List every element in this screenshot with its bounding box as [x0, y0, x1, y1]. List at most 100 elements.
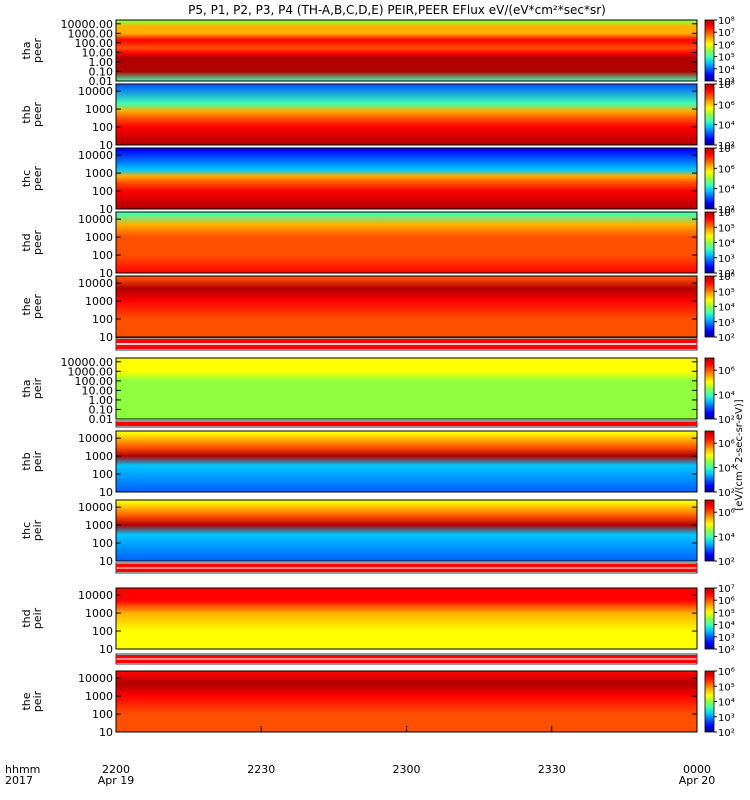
ytick-label: 10000	[78, 85, 113, 98]
ylabel-probe: tha	[20, 379, 33, 397]
ytick-label: 1000.00	[68, 27, 114, 40]
colorbar-thc-peer: 10⁸ 10⁶ 10⁴ 10²	[704, 144, 735, 216]
colorbar-tick-label: 10⁵	[718, 608, 735, 619]
panel-frame	[115, 211, 698, 274]
colorbar-the-peer: 10⁶ 10⁵ 10⁴ 10³ 10²	[704, 272, 735, 344]
colorbar-tick-label: 10⁶	[718, 508, 735, 519]
ytick-label: 100.00	[75, 37, 114, 50]
spectrogram-thd-peer	[116, 212, 697, 273]
colorbar-tick-label: 10⁴	[718, 533, 735, 544]
colorbar-tick-label: 10⁴	[718, 621, 735, 632]
colorbar-gradient	[704, 499, 715, 562]
ytick-label: 0.10	[89, 65, 114, 78]
panel-frame	[115, 19, 698, 82]
colorbar-tick-label: 10⁵	[718, 223, 735, 234]
colorbar-tick-label: 10⁴	[718, 698, 735, 709]
colorbar-units-label: [eV/(cm^2-sec-sr-eV)]	[734, 399, 745, 510]
colorbar-tick-label: 10⁴	[718, 121, 735, 132]
colorbar-tick-label: 10³	[718, 254, 735, 265]
panel-frame	[115, 357, 698, 420]
ytick-label: 10.00	[82, 46, 114, 59]
colorbar-tick-label: 10⁴	[718, 303, 735, 314]
panel-frame	[115, 499, 698, 562]
ylabel-species: peir	[31, 377, 44, 399]
spectrogram-thc-peir	[116, 500, 697, 561]
ytick-label: 1000	[85, 295, 113, 308]
colorbar-tick-label: 10⁵	[718, 53, 735, 64]
ytick-label: 10	[99, 486, 113, 499]
ytick-label: 1000	[85, 690, 113, 703]
colorbar-gradient	[704, 83, 715, 146]
xtick-label: 0000	[683, 763, 711, 776]
time-axis-label-hhmm: hhmm	[5, 763, 40, 776]
xtick-date: Apr 19	[98, 774, 135, 787]
colorbar-thb-peer: 10⁸ 10⁶ 10⁴ 10²	[704, 80, 735, 152]
ytick-label: 10000	[78, 589, 113, 602]
spectrogram-tha-peer	[116, 20, 697, 81]
colorbar-tick-label: 10⁶	[718, 272, 735, 283]
ylabel-probe: the	[20, 297, 33, 315]
ylabel-species: peer	[31, 166, 44, 192]
separator-red-stripe	[116, 568, 697, 572]
colorbar-gradient	[704, 587, 715, 650]
separator-red-stripe	[116, 422, 697, 425]
xtick-label: 2300	[393, 763, 421, 776]
separator-band	[115, 337, 698, 351]
colorbar-tick-label: 10³	[718, 713, 735, 724]
ylabel-probe: thb	[20, 452, 33, 470]
colorbar-tick-label: 10⁵	[718, 287, 735, 298]
ytick-label: 100	[92, 708, 113, 721]
colorbar-tick-label: 10²	[718, 333, 735, 344]
spectrogram-the-peer	[116, 276, 697, 337]
ytick-label: 1000	[85, 519, 113, 532]
colorbar-tick-label: 10⁴	[718, 185, 735, 196]
xtick-label: 2330	[538, 763, 566, 776]
ytick-label: 10000	[78, 432, 113, 445]
ylabel-species: peir	[31, 607, 44, 629]
ytick-label: 0.01	[89, 75, 114, 88]
colorbar-gradient	[704, 357, 715, 420]
panel-frame	[115, 83, 698, 146]
separator-red-stripe	[116, 344, 697, 349]
colorbar-tick-label: 10²	[718, 557, 735, 568]
colorbar-tick-label: 10⁴	[718, 464, 735, 475]
colorbar-tick-label: 10⁶	[718, 366, 735, 377]
colorbar-tick-label: 10⁷	[718, 28, 735, 39]
colorbar-tick-label: 10⁴	[718, 391, 735, 402]
ytick-label: 1.00	[89, 394, 114, 407]
ytick-label: 10	[99, 139, 113, 152]
colorbar-tick-label: 10⁶	[718, 164, 735, 175]
panel-frame	[115, 587, 698, 650]
colorbar-tick-label: 10⁸	[718, 16, 735, 27]
ytick-label: 10	[99, 203, 113, 216]
ylabel-probe: thd	[20, 233, 33, 251]
separator-band	[115, 653, 698, 665]
spectrogram-thb-peir	[116, 431, 697, 492]
ylabel-probe: thd	[20, 609, 33, 627]
ytick-label: 1000.00	[68, 365, 114, 378]
colorbar-thd-peer: 10⁶ 10⁵ 10⁴ 10³ 10²	[704, 208, 735, 280]
figure-title: P5, P1, P2, P3, P4 (TH-A,B,C,D,E) PEIR,P…	[188, 3, 606, 17]
spectrogram-the-peir	[116, 671, 697, 732]
ytick-label: 10000.00	[61, 356, 114, 369]
colorbar-tick-label: 10⁵	[718, 682, 735, 693]
colorbar-tick-label: 10²	[718, 645, 735, 656]
time-axis-label-year: 2017	[5, 774, 33, 787]
ytick-label: 100	[92, 313, 113, 326]
colorbar-tick-label: 10²	[718, 728, 735, 739]
ytick-label: 100	[92, 625, 113, 638]
colorbar-tick-label: 10⁷	[718, 584, 735, 595]
separator-red-stripe	[116, 423, 697, 426]
colorbar-tick-label: 10⁶	[718, 596, 735, 607]
spectrogram-thc-peer	[116, 148, 697, 209]
colorbar-thc-peir: 10⁶ 10⁴ 10²	[704, 499, 735, 568]
colorbar-tick-label: 10⁶	[718, 439, 735, 450]
separator-frame	[115, 562, 698, 574]
colorbar-tick-label: 10⁶	[718, 208, 735, 219]
